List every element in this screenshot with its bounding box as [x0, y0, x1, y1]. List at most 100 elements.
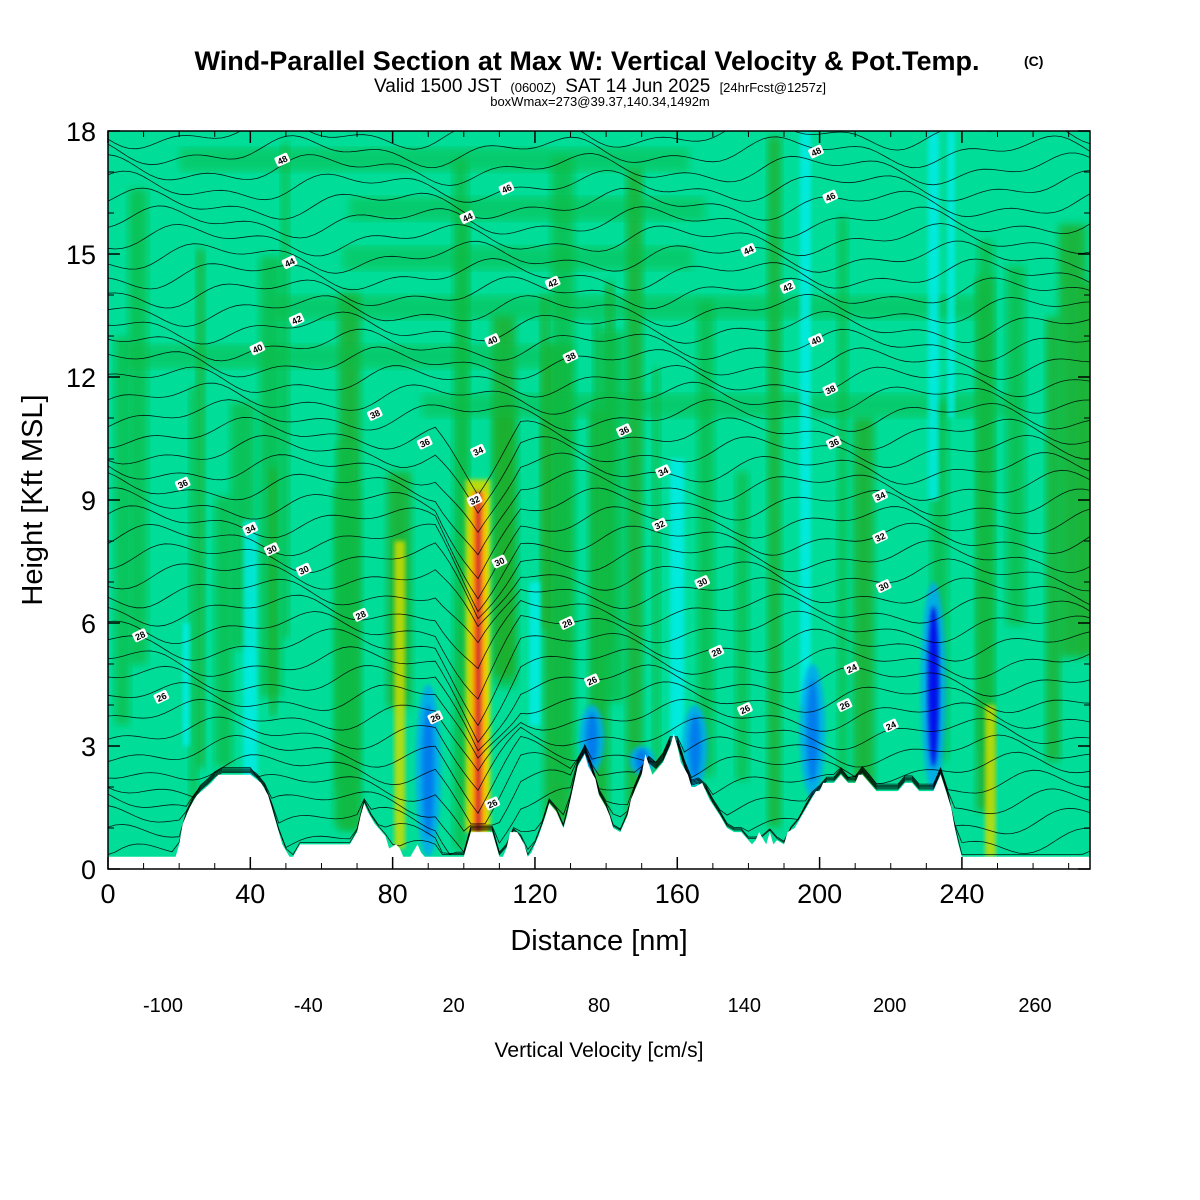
theta-contour: [108, 452, 1090, 534]
contour-label-text: 40: [810, 334, 823, 347]
field-downdraft-streak: [182, 623, 190, 746]
contour-label-text: 36: [176, 477, 189, 490]
contour-label-bg: [274, 152, 291, 167]
contour-label: 36: [826, 435, 842, 450]
contour-label: 40: [484, 333, 501, 347]
contour-label-bg: [544, 275, 561, 290]
field-band: [853, 417, 875, 836]
y-tick-label: 0: [81, 855, 96, 885]
contour-label-text: 36: [617, 424, 630, 437]
contour-label: 46: [498, 181, 515, 196]
contour-label-text: 44: [461, 211, 474, 224]
field-downdraft-streak: [670, 459, 685, 746]
contour-label-bg: [836, 698, 853, 712]
contour-label-text: 42: [781, 281, 794, 294]
contour-label: 34: [872, 489, 888, 503]
field-band: [1080, 283, 1090, 655]
theta-contour: [108, 646, 1090, 743]
contour-label: 38: [822, 382, 839, 397]
contour-label-bg: [249, 341, 266, 356]
contour-label-text: 26: [486, 797, 499, 810]
subtitle-utc-time: (0600Z): [510, 80, 556, 95]
field-band: [767, 136, 781, 828]
contour-label: 32: [872, 530, 888, 544]
contour-label-bg: [822, 382, 839, 397]
field-band: [215, 496, 233, 767]
contour-label-text: 44: [742, 244, 755, 257]
contour-label-bg: [427, 710, 444, 725]
contour-label: 44: [459, 210, 476, 224]
contour-label-text: 30: [696, 576, 709, 589]
field-band: [626, 168, 643, 840]
contour-label-bg: [808, 333, 824, 347]
colorbar-label: Vertical Velocity [cm/s]: [495, 1039, 704, 1062]
contour-label: 40: [808, 333, 824, 347]
contour-label-bg: [875, 579, 892, 593]
contour-label-text: 38: [824, 383, 837, 396]
field-band: [597, 330, 625, 703]
theta-contour: [108, 434, 1090, 514]
theta-contour: [108, 716, 1090, 792]
field-band: [281, 142, 290, 638]
contour-label-text: 46: [500, 182, 513, 195]
theta-contour: [108, 152, 1090, 186]
theta-contour: [108, 416, 1090, 497]
contour-label-bg: [559, 616, 575, 630]
contour-label: 48: [808, 144, 824, 159]
contour-label-bg: [616, 423, 632, 438]
theta-contour: [108, 135, 1090, 169]
theta-contours: [108, 131, 1090, 856]
contour-label-text: 34: [244, 523, 257, 536]
field-band: [1006, 265, 1026, 626]
contour-label: 30: [875, 579, 892, 593]
contour-label-bg: [584, 673, 600, 688]
x-tick-label: 120: [512, 879, 557, 909]
contour-label-text: 30: [493, 555, 506, 568]
contour-label: 26: [836, 698, 853, 712]
contour-label-text: 42: [546, 277, 559, 290]
theta-contour: [108, 628, 1090, 727]
theta-contour: [108, 240, 1090, 274]
contour-label-text: 28: [561, 617, 574, 630]
contour-label-bg: [740, 243, 757, 257]
updraft-cell: [985, 705, 996, 857]
contour-label: 28: [352, 607, 369, 622]
contour-label-text: 28: [354, 609, 367, 622]
contour-label-bg: [470, 443, 486, 458]
contour-label-text: 30: [877, 580, 890, 593]
contour-label-text: 48: [810, 145, 823, 158]
contour-label-bg: [242, 521, 259, 536]
contour-label-bg: [808, 144, 824, 159]
colorbar-tick-label: 200: [873, 995, 906, 1017]
field-downdraft-streak: [529, 582, 541, 726]
contour-label: 34: [470, 443, 486, 458]
contour-label: 34: [655, 464, 671, 478]
theta-contour: [108, 487, 1090, 580]
terrain: [108, 733, 1090, 869]
contour-label: 40: [249, 341, 266, 356]
contour-label-text: 32: [653, 518, 666, 531]
y-axis-label: Height [Kft MSL]: [17, 394, 49, 605]
contour-label-text: 28: [710, 646, 723, 659]
theta-contour: [108, 346, 1090, 380]
contour-label-text: 40: [486, 334, 499, 347]
theta-contour: [108, 558, 1090, 628]
contour-label-text: 44: [283, 256, 296, 269]
field-layer: [274, 295, 982, 320]
chart-subtitle: Valid 1500 JST (0600Z) SAT 14 Jun 2025 […: [374, 76, 826, 97]
chart-title: Wind-Parallel Section at Max W: Vertical…: [195, 46, 980, 76]
contour-label-text: 26: [838, 699, 851, 712]
field-layer: [421, 393, 1015, 418]
contour-label-text: 26: [155, 691, 168, 704]
contour-label-bg: [295, 562, 312, 577]
theta-contour: [108, 741, 1090, 855]
contour-label: 38: [562, 349, 579, 364]
theta-contour: [108, 399, 1090, 432]
theta-contour: [108, 593, 1090, 670]
contour-label-bg: [367, 407, 383, 421]
contour-label: 42: [544, 275, 561, 290]
field-band: [837, 217, 848, 803]
chart-note: boxWmax=273@39.37,140.34,1492m: [490, 94, 710, 109]
field-downdraft-streak: [928, 131, 939, 500]
